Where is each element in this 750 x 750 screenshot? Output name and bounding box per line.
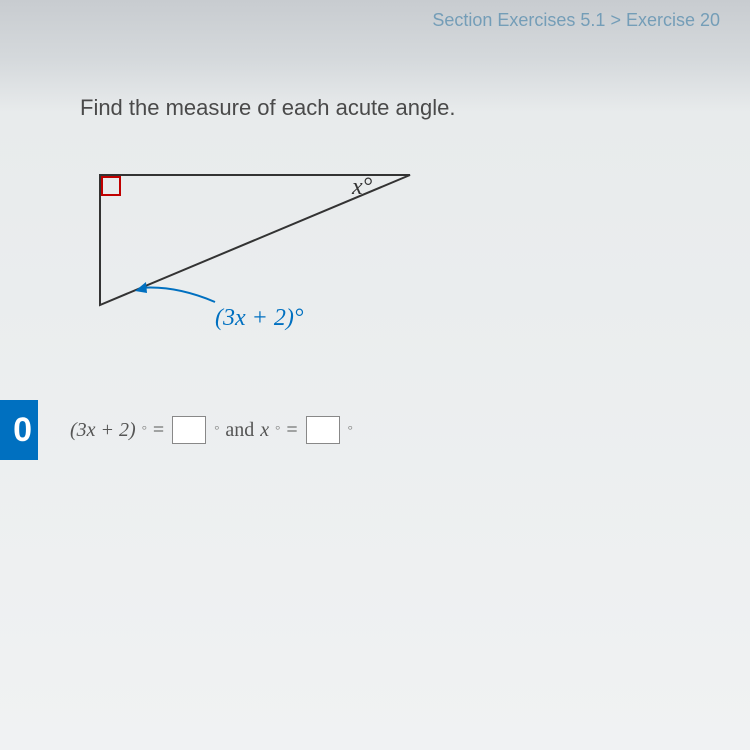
right-angle-marker	[102, 177, 120, 195]
and-text: and	[225, 419, 254, 442]
answer-input-2[interactable]	[306, 416, 340, 444]
degree-symbol: °	[348, 422, 353, 438]
angle-arc	[140, 288, 215, 302]
expr2-prefix: x	[260, 419, 269, 442]
equals-sign: =	[286, 419, 297, 442]
degree-symbol: °	[214, 422, 219, 438]
arrow-head-icon	[135, 282, 147, 293]
expr1-prefix: (3x + 2)	[70, 419, 136, 442]
question-text: Find the measure of each acute angle.	[80, 95, 455, 121]
breadcrumb: Section Exercises 5.1 > Exercise 20	[432, 10, 720, 31]
degree-symbol: °	[275, 422, 280, 438]
answer-input-1[interactable]	[172, 416, 206, 444]
degree-symbol: °	[142, 422, 147, 438]
answer-line: (3x + 2) ° = ° and x ° = °	[70, 416, 353, 444]
angle-3x2-label: (3x + 2)°	[215, 305, 303, 332]
equals-sign: =	[153, 419, 164, 442]
question-number-badge: 0	[0, 400, 38, 460]
angle-x-label: x°	[352, 174, 372, 201]
